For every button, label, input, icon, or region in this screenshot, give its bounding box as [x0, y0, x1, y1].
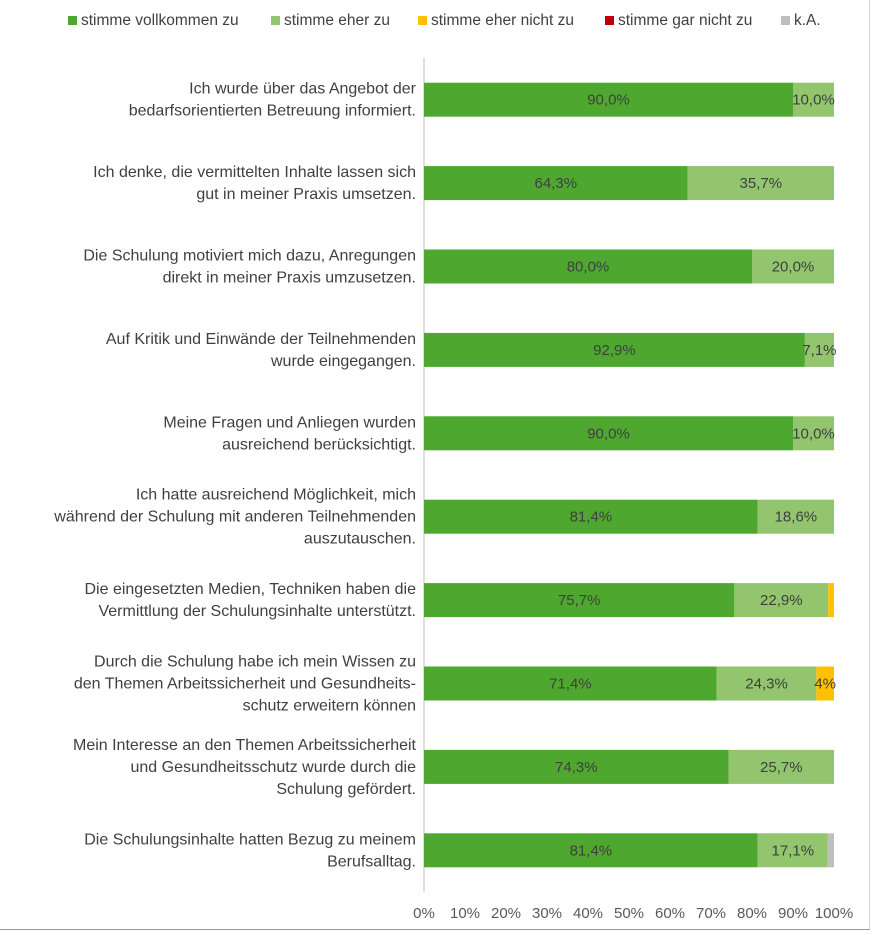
bar-segment	[827, 833, 834, 868]
data-label: 10,0%	[792, 92, 835, 109]
legend-label: stimme eher nicht zu	[431, 12, 574, 29]
category-label: Durch die Schulung habe ich mein Wissen …	[94, 654, 416, 671]
category-label: Vermittlung der Schulungsinhalte unterst…	[98, 603, 416, 620]
bar-segment	[804, 332, 834, 367]
category-label: wurde eingegangen.	[270, 353, 416, 370]
bar-segment	[734, 583, 829, 618]
category-label: schutz erweitern können	[243, 698, 416, 715]
data-label: 17,1%	[772, 842, 815, 859]
data-label: 4%	[814, 676, 836, 693]
bar-segment	[816, 666, 834, 701]
category-label: und Gesundheitsschutz wurde durch die	[130, 759, 416, 776]
category-label: Ich denke, die vermittelten Inhalte lass…	[93, 164, 416, 181]
bar-segment	[424, 332, 805, 367]
x-tick-label: 100%	[815, 905, 853, 922]
data-label: 75,7%	[558, 592, 601, 609]
category-label: Meine Fragen und Anliegen wurden	[163, 414, 416, 431]
x-tick-label: 50%	[614, 905, 644, 922]
data-label: 22,9%	[760, 592, 803, 609]
category-label: direkt in meiner Praxis umzusetzen.	[163, 270, 416, 287]
legend: stimme vollkommen zu stimme eher zu stimme…	[68, 12, 821, 29]
legend-label: k.A.	[794, 12, 821, 29]
data-label: 80,0%	[567, 259, 610, 276]
x-tick-label: 70%	[696, 905, 726, 922]
bar-segment	[424, 82, 793, 117]
category-label: ausreichend berücksichtigt.	[222, 436, 416, 453]
category-label: Mein Interesse an den Themen Arbeitssich…	[73, 737, 417, 754]
category-labels: Ich wurde über das Angebot der bedarfsori…	[53, 81, 416, 871]
data-label: 90,0%	[587, 425, 630, 442]
category-label: auszutauschen.	[304, 531, 416, 548]
category-label: Ich wurde über das Angebot der	[189, 81, 416, 98]
x-axis: 0% 10% 20% 30% 40% 50% 60% 70% 80% 90% 100%	[413, 58, 853, 922]
category-label: Auf Kritik und Einwände der Teilnehmende…	[106, 331, 416, 348]
bar-segment	[757, 499, 834, 534]
bar-segment	[752, 249, 834, 284]
category-label: Die Schulung motiviert mich dazu, Anregu…	[83, 248, 416, 265]
data-label: 71,4%	[549, 676, 592, 693]
data-label: 10,0%	[792, 425, 835, 442]
bar-segment	[716, 666, 817, 701]
bars: 90,0% 10,0% 64,3% 35,7% 80,0% 20,0% 92,9% 7,1% 9…	[424, 82, 837, 868]
bar-segment	[828, 583, 834, 618]
bar-segment	[424, 166, 688, 201]
category-label: Die eingesetzten Medien, Techniken haben…	[85, 581, 417, 598]
bar-segment	[728, 749, 834, 784]
bar-segment	[424, 416, 793, 451]
bar-segment	[424, 749, 729, 784]
category-label: gut in meiner Praxis umsetzen.	[196, 186, 416, 203]
legend-swatch	[605, 16, 614, 25]
legend-swatch	[781, 16, 790, 25]
data-label: 74,3%	[555, 759, 598, 776]
category-label: Berufsalltag.	[327, 853, 416, 870]
x-tick-label: 10%	[450, 905, 480, 922]
bar-segment	[424, 499, 758, 534]
bar-segment	[793, 82, 834, 117]
bar-segment	[687, 166, 834, 201]
data-label: 81,4%	[570, 509, 613, 526]
category-label: bedarfsorientierten Betreuung informiert…	[129, 103, 416, 120]
x-tick-label: 0%	[413, 905, 435, 922]
data-label: 25,7%	[760, 759, 803, 776]
bar-segment	[424, 666, 717, 701]
x-tick-label: 60%	[655, 905, 685, 922]
category-label: Ich hatte ausreichend Möglichkeit, mich	[136, 487, 416, 504]
bar-segment	[424, 249, 752, 284]
bar-segment	[757, 833, 828, 868]
legend-label: stimme eher zu	[284, 12, 390, 29]
data-label: 92,9%	[593, 342, 636, 359]
data-label: 81,4%	[570, 842, 613, 859]
category-label: Schulung gefördert.	[276, 781, 416, 798]
category-label: Die Schulungsinhalte hatten Bezug zu mei…	[84, 831, 416, 848]
x-tick-label: 40%	[573, 905, 603, 922]
data-label: 20,0%	[772, 259, 815, 276]
data-label: 18,6%	[775, 509, 818, 526]
legend-swatch	[271, 16, 280, 25]
bar-segment	[424, 833, 758, 868]
legend-label: stimme gar nicht zu	[618, 12, 752, 29]
data-label: 7,1%	[802, 342, 836, 359]
x-tick-label: 30%	[532, 905, 562, 922]
x-tick-label: 80%	[737, 905, 767, 922]
data-label: 24,3%	[745, 676, 788, 693]
legend-swatch	[68, 16, 77, 25]
x-tick-label: 90%	[778, 905, 808, 922]
data-label: 64,3%	[535, 175, 578, 192]
legend-swatch	[418, 16, 427, 25]
category-label: während der Schulung mit anderen Teilneh…	[53, 509, 416, 526]
data-label: 90,0%	[587, 92, 630, 109]
legend-label: stimme vollkommen zu	[81, 12, 239, 29]
category-label: den Themen Arbeitssicherheit und Gesundh…	[74, 676, 416, 693]
bar-segment	[793, 416, 834, 451]
bar-segment	[424, 583, 735, 618]
data-label: 35,7%	[740, 175, 783, 192]
x-tick-label: 20%	[491, 905, 521, 922]
